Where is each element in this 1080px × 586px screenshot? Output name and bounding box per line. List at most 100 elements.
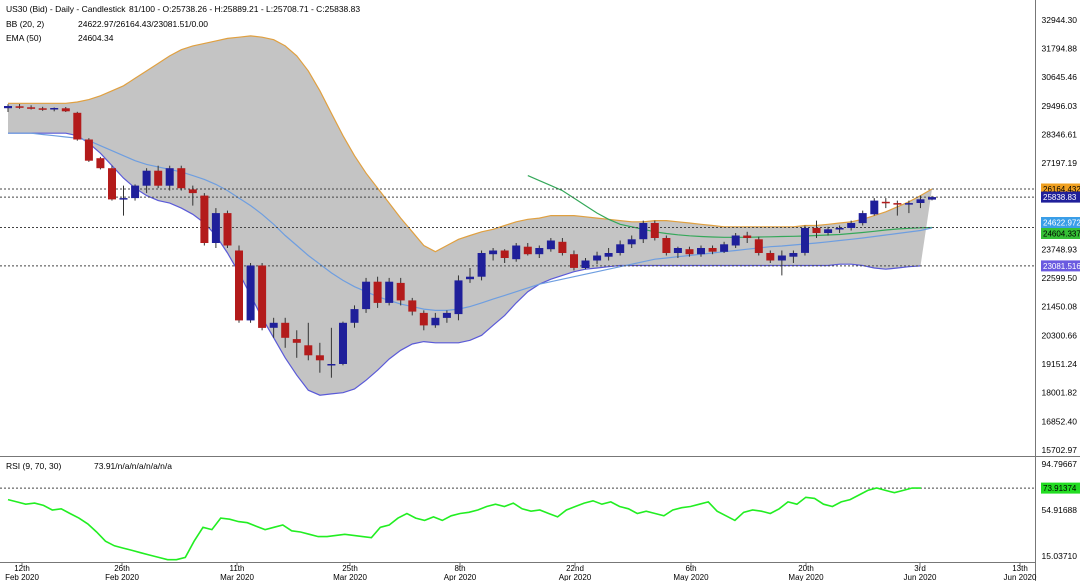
candle[interactable] xyxy=(27,105,36,110)
candle[interactable] xyxy=(477,250,486,281)
candle-body xyxy=(73,112,82,140)
candle[interactable] xyxy=(731,233,740,248)
candle[interactable] xyxy=(685,246,694,257)
candle[interactable] xyxy=(315,342,324,373)
candle[interactable] xyxy=(362,277,371,313)
candle[interactable] xyxy=(754,236,763,256)
candle[interactable] xyxy=(904,200,913,214)
candle[interactable] xyxy=(801,225,809,256)
candle[interactable] xyxy=(627,235,636,249)
candle[interactable] xyxy=(616,240,625,256)
candle[interactable] xyxy=(73,111,82,141)
candle[interactable] xyxy=(766,250,775,264)
price-tick-label: 32944.30 xyxy=(1042,15,1078,25)
candle[interactable] xyxy=(385,277,394,306)
candle[interactable] xyxy=(881,198,890,209)
candle[interactable] xyxy=(835,225,844,234)
candle-body xyxy=(15,106,24,108)
candle[interactable] xyxy=(177,165,186,191)
candle[interactable] xyxy=(50,107,59,112)
candle[interactable] xyxy=(61,107,70,112)
candle[interactable] xyxy=(119,185,128,216)
candle-body xyxy=(223,213,232,246)
candle[interactable] xyxy=(697,245,705,257)
candle-body xyxy=(304,345,313,356)
candle[interactable] xyxy=(235,245,243,323)
candle[interactable] xyxy=(142,168,151,194)
candle[interactable] xyxy=(4,104,12,112)
candle[interactable] xyxy=(454,275,463,321)
candle[interactable] xyxy=(200,193,209,246)
candle[interactable] xyxy=(858,210,867,226)
candle[interactable] xyxy=(108,165,116,201)
candle[interactable] xyxy=(847,220,856,231)
candle-body xyxy=(477,253,486,277)
candle[interactable] xyxy=(269,317,278,338)
candle[interactable] xyxy=(928,195,936,201)
price-plot-area[interactable] xyxy=(0,35,1035,396)
candle[interactable] xyxy=(431,312,440,328)
candle[interactable] xyxy=(258,263,267,331)
candle[interactable] xyxy=(154,165,163,189)
candle[interactable] xyxy=(408,297,417,316)
candle[interactable] xyxy=(327,327,336,378)
candle-body xyxy=(824,229,833,233)
candle[interactable] xyxy=(708,245,717,255)
candle[interactable] xyxy=(789,250,798,264)
candle[interactable] xyxy=(916,195,925,209)
candle[interactable] xyxy=(673,246,682,258)
candle[interactable] xyxy=(523,243,532,256)
candle[interactable] xyxy=(246,263,255,323)
candle-body xyxy=(396,282,405,301)
candle[interactable] xyxy=(870,198,879,216)
candle[interactable] xyxy=(223,210,232,248)
candle[interactable] xyxy=(466,268,474,283)
candle[interactable] xyxy=(96,156,105,170)
candle[interactable] xyxy=(558,238,567,256)
candle[interactable] xyxy=(581,258,590,270)
candle[interactable] xyxy=(165,165,174,191)
badge-ema-text: 24604.337 xyxy=(1043,230,1080,239)
candle[interactable] xyxy=(211,208,220,248)
date-tick-day: 3rd xyxy=(914,564,926,573)
candle-body xyxy=(327,364,336,366)
candle[interactable] xyxy=(373,276,382,308)
candle[interactable] xyxy=(777,250,786,276)
candle-body xyxy=(570,254,578,268)
candle[interactable] xyxy=(350,305,359,328)
candle[interactable] xyxy=(512,243,521,262)
candle-body xyxy=(743,235,752,238)
candle[interactable] xyxy=(489,248,498,261)
candle[interactable] xyxy=(281,317,290,348)
candle[interactable] xyxy=(720,241,729,253)
candle[interactable] xyxy=(535,245,544,259)
candle[interactable] xyxy=(639,220,648,243)
legend-ohlc: 81/100 - O:25738.26 - H:25889.21 - L:257… xyxy=(129,4,360,14)
candle[interactable] xyxy=(131,184,140,201)
candle[interactable] xyxy=(419,310,428,331)
candle[interactable] xyxy=(38,106,47,111)
candle[interactable] xyxy=(84,138,93,162)
candle[interactable] xyxy=(339,321,347,366)
candle[interactable] xyxy=(188,185,197,206)
candle[interactable] xyxy=(396,277,405,306)
candle[interactable] xyxy=(893,200,902,216)
candle[interactable] xyxy=(824,226,833,236)
candle[interactable] xyxy=(304,322,313,361)
candle[interactable] xyxy=(442,310,451,323)
candle[interactable] xyxy=(500,249,509,263)
candle[interactable] xyxy=(292,330,301,358)
price-tick-label: 30645.46 xyxy=(1042,72,1078,82)
candle[interactable] xyxy=(546,238,555,252)
candle[interactable] xyxy=(593,251,602,265)
candle[interactable] xyxy=(650,220,659,241)
candle[interactable] xyxy=(812,220,821,238)
candle[interactable] xyxy=(743,231,752,243)
price-tick-label: 18001.82 xyxy=(1042,388,1078,398)
rsi-plot-area[interactable] xyxy=(0,487,1035,561)
candle[interactable] xyxy=(604,248,613,261)
candle[interactable] xyxy=(662,235,671,256)
candle[interactable] xyxy=(15,104,24,109)
candle[interactable] xyxy=(570,250,578,271)
